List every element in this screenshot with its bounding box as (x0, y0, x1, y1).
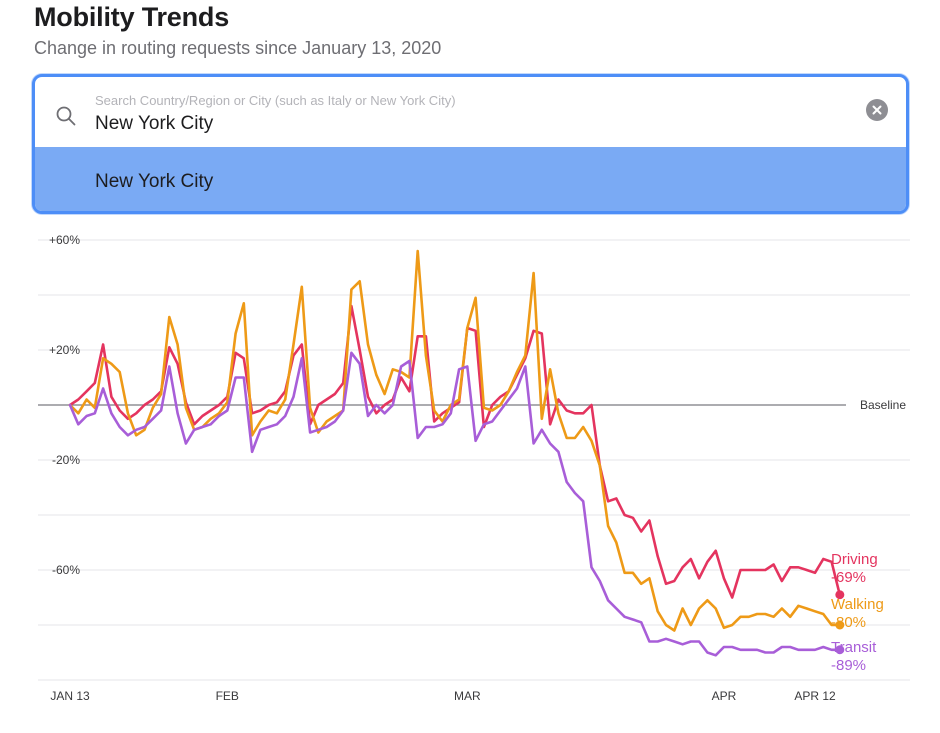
x-tick-label: APR 12 (794, 689, 836, 703)
page-title: Mobility Trends (34, 2, 230, 32)
x-tick-label: FEB (216, 689, 239, 703)
y-tick-label: +20% (49, 343, 80, 357)
clear-search-button[interactable] (866, 99, 888, 121)
x-tick-label: APR (712, 689, 737, 703)
search-placeholder: Search Country/Region or City (such as I… (95, 93, 456, 108)
series-value-label: -69% (831, 569, 866, 586)
search-icon (55, 105, 77, 127)
search-input[interactable] (93, 111, 797, 137)
series-end-dot (835, 620, 845, 630)
close-icon (872, 105, 882, 115)
series-end-labels: Driving-69% Walking-80% Transit-89% (831, 551, 884, 674)
series-name-label: Walking (831, 596, 884, 613)
series-value-label: -89% (831, 657, 866, 674)
x-tick-label: JAN 13 (50, 689, 90, 703)
search-box[interactable]: Search Country/Region or City (such as I… (32, 74, 909, 214)
series-value-label: -80% (831, 614, 866, 631)
series-line-transit (68, 351, 842, 657)
baseline-label: Baseline (860, 398, 906, 412)
x-tick-label: MAR (454, 689, 481, 703)
series-end-dot (835, 590, 845, 600)
series-line-driving (68, 304, 842, 599)
suggestion-label: New York City (95, 171, 214, 192)
series-name-label: Driving (831, 551, 878, 568)
search-row: Search Country/Region or City (such as I… (35, 77, 906, 147)
page-subtitle: Change in routing requests since January… (34, 38, 442, 58)
series-lines (68, 249, 845, 657)
suggestion-item[interactable]: New York City (35, 147, 906, 211)
series-name-label: Transit (831, 639, 877, 656)
y-tick-label: +60% (49, 233, 80, 247)
axis-labels: Baseline +60% +20% -20% -60% JAN 13 FEB MAR APR A… (49, 233, 906, 703)
y-tick-label: -20% (52, 453, 80, 467)
series-end-dot (835, 645, 845, 655)
y-tick-label: -60% (52, 563, 80, 577)
